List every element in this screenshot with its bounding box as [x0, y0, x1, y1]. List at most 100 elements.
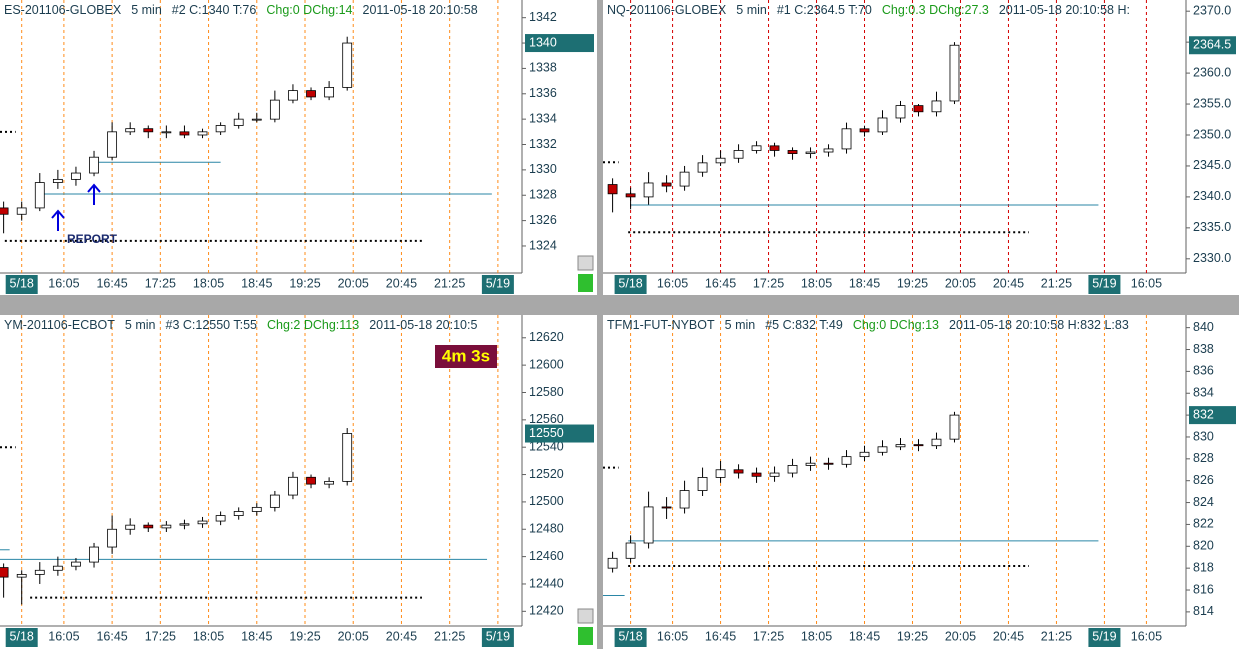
candle-body — [233, 511, 244, 516]
y-tick-label: 828 — [1193, 451, 1214, 465]
candle-body — [288, 90, 298, 101]
candle-body — [71, 561, 81, 567]
candle-body — [89, 156, 99, 174]
date-box — [5, 628, 38, 647]
candle-body — [769, 145, 780, 151]
x-tick-label: 16:05 — [1131, 629, 1162, 643]
candle-body — [0, 567, 9, 578]
x-tick-label: 20:05 — [338, 629, 369, 643]
candle-body — [143, 524, 154, 529]
x-tick-label: 16:05 — [1131, 276, 1162, 290]
arrow — [87, 183, 101, 205]
y-tick-label: 12540 — [529, 439, 564, 453]
timer-box — [435, 345, 497, 368]
x-tick-label: 20:05 — [945, 629, 976, 643]
candle-body — [895, 105, 906, 119]
date-box — [1088, 275, 1121, 294]
header-timestamp: 2011-05-18 20:10:58 H:832 L:83 — [949, 318, 1129, 332]
candle-body — [306, 476, 316, 485]
candle-body — [805, 462, 816, 466]
x-tick-label: 5/19 — [486, 276, 510, 290]
y-tick-label: 12580 — [529, 385, 564, 399]
candle-body — [751, 472, 762, 477]
y-tick-label: 2350.0 — [1193, 127, 1231, 141]
x-tick-label: 20:05 — [338, 276, 369, 290]
y-tick-label: 830 — [1193, 429, 1214, 443]
candle-body — [697, 477, 708, 491]
date-box — [481, 275, 514, 294]
y-tick-label: 1328 — [529, 188, 557, 202]
header-instrument: ES-201106-GLOBEX — [4, 3, 122, 17]
y-tick-label: 820 — [1193, 539, 1214, 553]
candle-body — [805, 151, 816, 154]
candle-body — [215, 515, 226, 522]
header-timestamp: 2011-05-18 20:10:58 — [363, 3, 478, 17]
last-price: 2364.5 — [1193, 38, 1231, 52]
y-tick-label: 12480 — [529, 522, 564, 536]
header-instrument: NQ-201106-GLOBEX — [607, 3, 727, 17]
candle-body — [607, 557, 618, 569]
y-tick-label: 826 — [1193, 473, 1214, 487]
x-tick-label: 21:25 — [1041, 276, 1072, 290]
header-change: Chg:2 DChg:113 — [267, 318, 359, 332]
candle-body — [913, 105, 924, 113]
scroll-button[interactable] — [577, 608, 594, 624]
y-tick-label: 12600 — [529, 357, 564, 371]
y-tick-label: 1330 — [529, 162, 557, 176]
candle-body — [913, 444, 924, 447]
candle-body — [34, 182, 45, 209]
candle-body — [823, 148, 834, 153]
candle-body — [661, 182, 672, 187]
candle-body — [697, 162, 708, 173]
x-tick-label: 17:25 — [753, 629, 784, 643]
plot-layer — [603, 0, 1187, 274]
candle-body — [197, 520, 208, 525]
candle-body — [679, 490, 690, 509]
x-tick-label: 19:25 — [897, 629, 928, 643]
date-box — [1088, 628, 1121, 647]
header-timestamp: 2011-05-18 20:10:5 — [369, 318, 477, 332]
candle-body — [931, 100, 942, 113]
candle-body — [949, 44, 960, 102]
candle-body — [823, 462, 834, 465]
y-tick-label: 818 — [1193, 560, 1214, 574]
header-timestamp: 2011-05-18 20:10:58 H: — [999, 3, 1130, 17]
x-tick-label: 16:45 — [705, 629, 736, 643]
scroll-button[interactable] — [577, 255, 594, 271]
x-tick-label: 16:05 — [657, 629, 688, 643]
candle-body — [269, 494, 280, 508]
x-tick-label: 18:45 — [241, 276, 272, 290]
candle-body — [787, 150, 798, 154]
x-tick-label: 18:05 — [193, 276, 224, 290]
candle-body — [16, 573, 27, 578]
candle-body — [643, 506, 654, 544]
x-tick-label: 5/19 — [1092, 629, 1116, 643]
header: ES-201106-GLOBEX 5 min #2 C:1340 T:76 Chg:0… — [4, 3, 478, 17]
candle-body — [52, 565, 63, 571]
y-tick-label: 840 — [1193, 320, 1214, 334]
candle-body — [841, 128, 852, 150]
header-stats: #5 C:832 T:49 — [765, 318, 843, 332]
y-tick-label: 1342 — [529, 10, 557, 24]
x-tick-label: 18:05 — [193, 629, 224, 643]
candle-body — [607, 184, 618, 195]
header-stats: #3 C:12550 T:55 — [166, 318, 258, 332]
x-tick-label: 20:05 — [945, 276, 976, 290]
candle-body — [733, 150, 744, 159]
y-tick-label: 822 — [1193, 517, 1214, 531]
candle-body — [733, 469, 744, 474]
y-tick-label: 12420 — [529, 604, 564, 618]
header-interval: 5 min — [131, 3, 162, 17]
header: YM-201106-ECBOT 5 min #3 C:12550 T:55 Chg:2… — [4, 318, 477, 332]
y-tick-label: 12460 — [529, 549, 564, 563]
candle-body — [895, 444, 906, 448]
candle-body — [107, 131, 118, 158]
header-stats: #1 C:2364.5 T:70 — [777, 3, 872, 17]
header-interval: 5 min — [125, 318, 156, 332]
candle-body — [625, 193, 636, 198]
x-tick-label: 18:45 — [849, 629, 880, 643]
x-tick-label: 17:25 — [145, 629, 176, 643]
candle-body — [215, 125, 226, 133]
header-interval: 5 min — [736, 3, 767, 17]
candle-body — [841, 456, 852, 465]
